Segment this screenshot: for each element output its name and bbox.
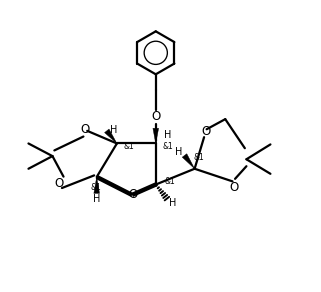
Text: O: O: [151, 110, 160, 124]
Polygon shape: [94, 177, 100, 193]
Text: &1: &1: [124, 142, 134, 151]
Text: H: H: [169, 198, 177, 208]
Text: O: O: [80, 123, 89, 136]
Text: &1: &1: [91, 182, 101, 192]
Text: H: H: [110, 125, 117, 135]
Polygon shape: [105, 129, 117, 143]
Text: H: H: [164, 130, 171, 140]
Text: &1: &1: [165, 177, 175, 186]
Text: &1: &1: [162, 142, 173, 151]
Polygon shape: [182, 154, 195, 169]
Text: H: H: [175, 147, 183, 157]
Text: H: H: [93, 194, 100, 204]
Text: &1: &1: [193, 153, 204, 162]
Text: O: O: [230, 180, 239, 194]
Polygon shape: [153, 128, 159, 143]
Text: O: O: [201, 125, 210, 138]
Text: O: O: [128, 188, 137, 201]
Text: O: O: [55, 178, 64, 190]
